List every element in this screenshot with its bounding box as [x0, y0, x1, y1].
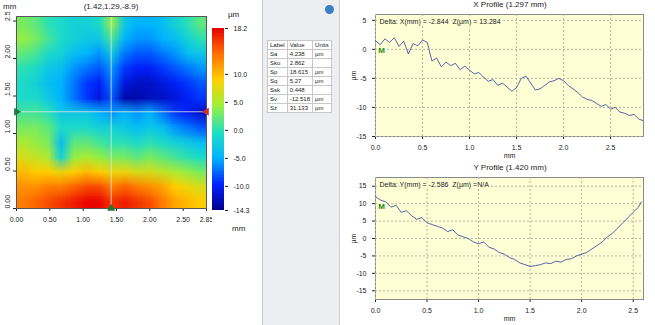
html-text:Units: Units	[315, 42, 329, 48]
html-text:µm: µm	[315, 69, 324, 75]
svg-text:0: 0	[363, 235, 367, 242]
svg-text:1.00: 1.00	[4, 120, 11, 134]
svg-text:2.00: 2.00	[4, 45, 11, 59]
svg-text:-10: -10	[356, 104, 366, 111]
svg-text:µm: µm	[350, 233, 358, 243]
svg-text:1.0: 1.0	[474, 307, 484, 314]
html-text:µm: µm	[228, 10, 240, 19]
svg-text:Delta: X(mm) = -2.844 Z(µm) =: Delta: X(mm) = -2.844 Z(µm) = 13.284	[380, 18, 501, 26]
svg-text:5: 5	[363, 217, 367, 224]
svg-text:-5.0: -5.0	[234, 155, 246, 162]
html-text:µm: µm	[315, 96, 324, 102]
svg-text:0.00: 0.00	[4, 195, 11, 209]
svg-text:µm: µm	[350, 70, 358, 80]
html-text:5.27: 5.27	[289, 78, 302, 84]
svg-text:1.5: 1.5	[512, 144, 522, 151]
html-text:Label: Label	[270, 42, 285, 48]
html-text:mm: mm	[232, 224, 246, 233]
svg-text:0.0: 0.0	[371, 307, 381, 314]
html-text:4.238: 4.238	[289, 51, 305, 57]
html-text:Y Profile (1.420 mm): Y Profile (1.420 mm)	[473, 163, 547, 172]
html-text:X Profile (1.297 mm): X Profile (1.297 mm)	[473, 0, 547, 9]
svg-text:1.50: 1.50	[110, 216, 124, 223]
html-text:Sq: Sq	[270, 78, 278, 84]
svg-text:2.85: 2.85	[200, 216, 212, 223]
html-text:(1.42,1.29,-8.9): (1.42,1.29,-8.9)	[83, 2, 139, 11]
svg-text:5: 5	[363, 17, 367, 24]
html-text:2.862: 2.862	[289, 60, 305, 66]
svg-text:-14.3: -14.3	[234, 207, 250, 214]
svg-text:1.5: 1.5	[525, 307, 535, 314]
html-text:-12.518: -12.518	[289, 96, 310, 102]
svg-text:10: 10	[359, 200, 367, 207]
svg-text:0.5: 0.5	[422, 307, 432, 314]
svg-text:15: 15	[359, 182, 367, 189]
svg-text:Delta: Y(mm) = -2.586 Z(µm) =: Delta: Y(mm) = -2.586 Z(µm) =N/A	[380, 181, 490, 189]
svg-text:1.00: 1.00	[76, 216, 90, 223]
svg-text:2.0: 2.0	[559, 144, 569, 151]
svg-text:0: 0	[363, 46, 367, 53]
svg-text:1.50: 1.50	[4, 82, 11, 96]
html-text:Sp: Sp	[270, 69, 278, 75]
html-text:18.615: 18.615	[289, 69, 308, 75]
svg-text:18.2: 18.2	[234, 25, 248, 32]
svg-text:-5: -5	[360, 252, 366, 259]
html-text:Sv: Sv	[270, 96, 277, 102]
svg-text:5.0: 5.0	[234, 99, 244, 106]
svg-text:10.0: 10.0	[234, 71, 248, 78]
svg-text:-5: -5	[360, 75, 366, 82]
html-text:Sku: Sku	[270, 60, 281, 66]
svg-text:0.5: 0.5	[418, 144, 428, 151]
svg-text:mm: mm	[504, 152, 516, 159]
svg-text:0.50: 0.50	[4, 157, 11, 171]
svg-text:1.0: 1.0	[465, 144, 475, 151]
html-text:0.448: 0.448	[289, 87, 305, 93]
svg-text:mm: mm	[504, 315, 516, 322]
html-text:µm: µm	[315, 105, 324, 111]
svg-text:0.0: 0.0	[371, 144, 381, 151]
html-text:µm: µm	[315, 78, 324, 84]
svg-text:-15: -15	[356, 133, 366, 140]
html-text:Value: Value	[289, 42, 305, 48]
html-text:Sz: Sz	[270, 105, 277, 111]
svg-text:0.50: 0.50	[43, 216, 57, 223]
html-text:Ssk: Ssk	[270, 87, 280, 93]
svg-text:M: M	[378, 202, 385, 211]
svg-text:-10: -10	[356, 270, 366, 277]
svg-text:M: M	[378, 46, 385, 55]
svg-text:-15: -15	[356, 287, 366, 294]
svg-text:2.50: 2.50	[176, 216, 190, 223]
html-text:31.133: 31.133	[289, 105, 308, 111]
svg-text:2.0: 2.0	[577, 307, 587, 314]
svg-text:0.00: 0.00	[10, 216, 24, 223]
svg-text:0.0: 0.0	[234, 127, 244, 134]
html-text:mm: mm	[3, 2, 17, 11]
svg-text:-10.0: -10.0	[234, 183, 250, 190]
svg-text:2.50: 2.50	[4, 12, 11, 21]
html-text:µm: µm	[315, 51, 324, 57]
svg-text:2.00: 2.00	[143, 216, 157, 223]
svg-text:2.5: 2.5	[606, 144, 616, 151]
html-text:Sa: Sa	[270, 51, 278, 57]
svg-text:2.5: 2.5	[628, 307, 638, 314]
